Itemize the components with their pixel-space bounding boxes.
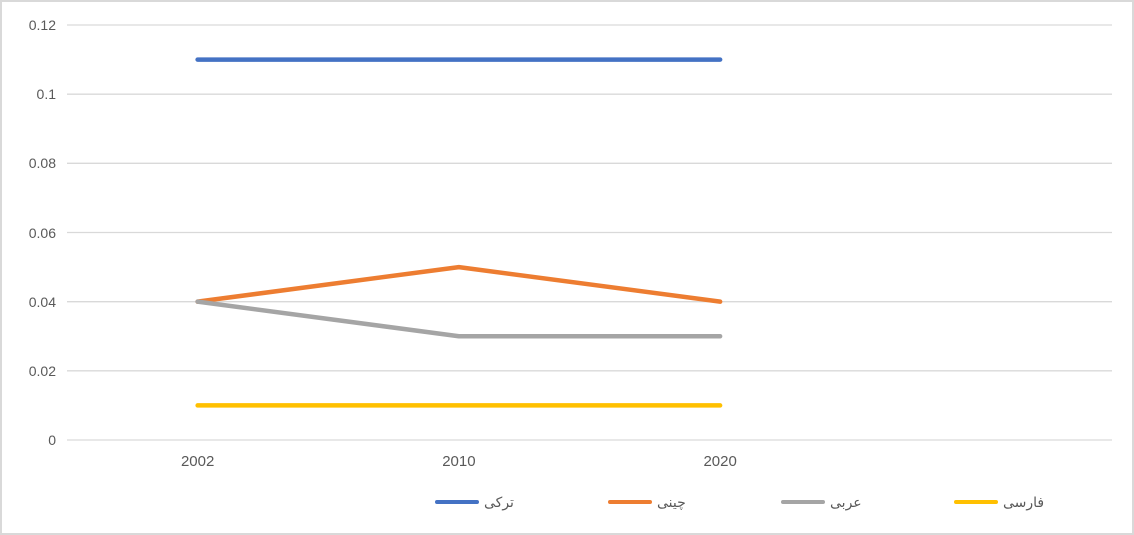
x-tick-label: 2002 xyxy=(180,453,215,470)
y-tick-label: 0 xyxy=(48,432,56,448)
legend-label: ترکی xyxy=(484,493,514,510)
series-line xyxy=(195,299,723,339)
legend-item: چینی xyxy=(608,494,781,511)
legend: ترکی چینی عربی فارسی xyxy=(435,489,1127,515)
legend-item: فارسی xyxy=(954,494,1127,511)
y-tick-label: 0.02 xyxy=(28,362,56,379)
x-tick-label: 2020 xyxy=(703,453,737,470)
y-tick-label: 0.1 xyxy=(36,86,56,103)
legend-label: چینی xyxy=(657,493,686,510)
legend-item: عربی xyxy=(781,494,954,511)
y-tick-label: 0.08 xyxy=(28,155,56,172)
x-tick-label: 2010 xyxy=(442,453,476,470)
series-line xyxy=(195,264,723,304)
legend-item: ترکی xyxy=(435,494,608,511)
legend-swatch xyxy=(608,500,652,504)
y-tick-label: 0.06 xyxy=(28,224,56,241)
legend-swatch xyxy=(781,500,825,504)
legend-swatch xyxy=(954,500,998,504)
y-tick-label: 0.12 xyxy=(28,17,56,33)
legend-label: عربی xyxy=(830,493,862,510)
legend-label: فارسی xyxy=(1003,493,1045,510)
y-tick-label: 0.04 xyxy=(28,293,56,310)
legend-swatch xyxy=(435,500,479,504)
